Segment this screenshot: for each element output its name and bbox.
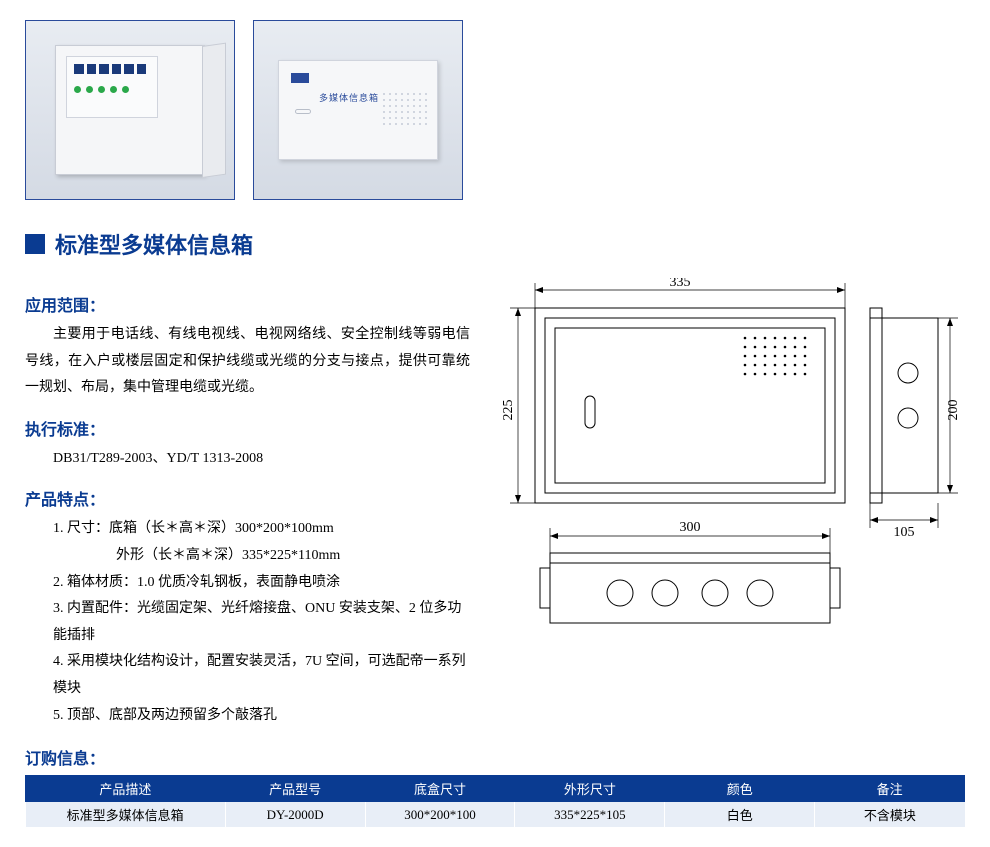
col-header: 颜色 [665,776,815,802]
order-table: 产品描述 产品型号 底盒尺寸 外形尺寸 颜色 备注 标准型多媒体信息箱 DY-2… [25,775,965,827]
dim-label: 200 [946,400,960,421]
device-open-illustration [55,45,205,175]
feature-item: 1. 尺寸：底箱（长＊高＊深）300*200*100mm [53,516,470,543]
device-closed-illustration: 多媒体信息箱 [278,60,438,160]
device-front-label: 多媒体信息箱 [319,91,379,104]
spec-text-column: 应用范围： 主要用于电话线、有线电视线、电视网络线、安全控制线等弱电信号线，在入… [25,278,470,729]
dim-label: 335 [670,278,691,290]
main-title: 标准型多媒体信息箱 [55,228,253,260]
dim-label: 105 [894,525,915,540]
dim-label: 225 [501,400,516,421]
dimension-drawing: 335 [490,278,960,658]
main-title-row: 标准型多媒体信息箱 [25,228,965,260]
table-header-row: 产品描述 产品型号 底盒尺寸 外形尺寸 颜色 备注 [26,776,965,802]
cell: 不含模块 [815,802,965,828]
cell: 300*200*100 [365,802,515,828]
feature-item: 4. 采用模块化结构设计，配置安装灵活，7U 空间，可选配帝一系列模块 [53,649,470,702]
cell: 标准型多媒体信息箱 [26,802,226,828]
col-header: 底盒尺寸 [365,776,515,802]
col-header: 产品型号 [225,776,365,802]
title-bullet-icon [25,234,45,254]
vent-grid-icon [744,337,807,376]
order-heading: 订购信息： [25,745,965,769]
scope-body: 主要用于电话线、有线电视线、电视网络线、安全控制线等弱电信号线，在入户或楼层固定… [25,322,470,402]
table-row: 标准型多媒体信息箱 DY-2000D 300*200*100 335*225*1… [26,802,965,828]
cell: DY-2000D [225,802,365,828]
feature-item: 3. 内置配件：光缆固定架、光纤熔接盘、ONU 安装支架、2 位多功能插排 [53,596,470,649]
scope-heading: 应用范围： [25,292,470,316]
features-heading: 产品特点： [25,486,470,510]
standards-body: DB31/T289-2003、YD/T 1313-2008 [53,446,470,473]
col-header: 备注 [815,776,965,802]
photo-open-box [25,20,235,200]
col-header: 外形尺寸 [515,776,665,802]
feature-item: 5. 顶部、底部及两边预留多个敲落孔 [53,703,470,730]
standards-heading: 执行标准： [25,416,470,440]
cell: 335*225*105 [515,802,665,828]
features-list: 1. 尺寸：底箱（长＊高＊深）300*200*100mm 外形（长＊高＊深）33… [53,516,470,729]
col-header: 产品描述 [26,776,226,802]
feature-item: 2. 箱体材质：1.0 优质冷轧钢板，表面静电喷涂 [53,570,470,597]
feature-item: 外形（长＊高＊深）335*225*110mm [53,543,470,570]
cell: 白色 [665,802,815,828]
dim-label: 300 [680,520,701,535]
photo-closed-box: 多媒体信息箱 [253,20,463,200]
product-photos: 多媒体信息箱 [25,20,965,200]
technical-drawings: 335 [490,278,965,729]
